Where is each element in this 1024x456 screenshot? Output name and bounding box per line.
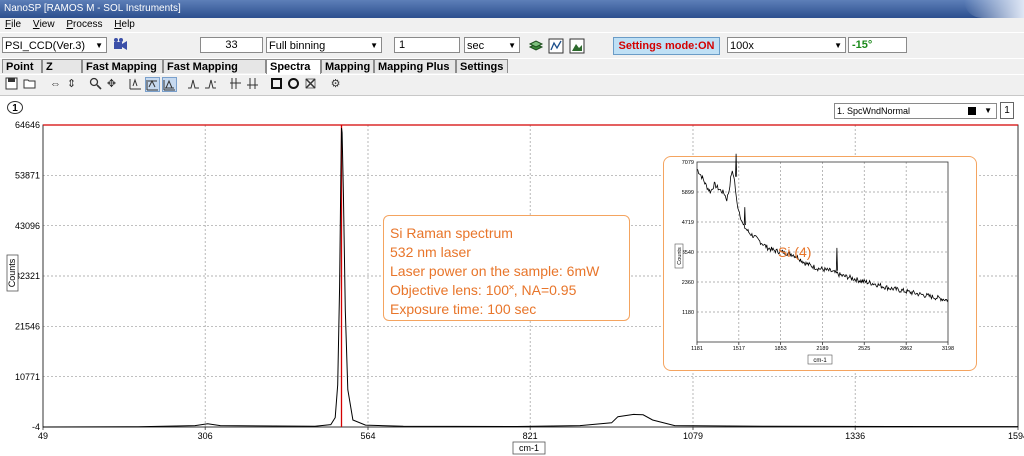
peak-left-icon[interactable]	[186, 77, 201, 92]
image-icon[interactable]	[569, 38, 585, 54]
annotation-line: Objective lens: 100˟, NA=0.95	[390, 282, 577, 298]
spectrum-window-value: 1. SpcWndNormal	[837, 106, 911, 116]
annotation-line: 532 nm laser	[390, 244, 471, 260]
menu-bar: File View Process Help	[0, 18, 1024, 32]
tab-fast-mapping[interactable]: Fast Mapping	[82, 59, 163, 73]
fit-vertical-icon[interactable]: ⇕	[66, 78, 77, 90]
window-number-badge: 1	[7, 101, 23, 114]
spectrum-window-select[interactable]: 1. SpcWndNormal ▼	[834, 103, 997, 119]
binning-select[interactable]: Full binning ▼	[266, 37, 382, 53]
peak-right-icon[interactable]	[203, 77, 218, 92]
layers-icon[interactable]	[528, 38, 544, 54]
fit-horizontal-icon[interactable]: ⇔	[50, 78, 61, 90]
angle-field[interactable]: -15°	[848, 37, 907, 53]
chevron-down-icon: ▼	[370, 41, 378, 50]
objective-select[interactable]: 100x ▼	[727, 37, 846, 53]
annotation-line: Laser power on the sample: 6mW	[390, 263, 600, 279]
chevron-down-icon: ▼	[834, 41, 842, 50]
tab-settings[interactable]: Settings	[456, 59, 508, 73]
title-bar-decoration	[964, 0, 1024, 18]
tab-mapping-plus[interactable]: Mapping Plus	[374, 59, 456, 73]
inset-box	[663, 156, 977, 371]
menu-file[interactable]: File	[5, 19, 22, 30]
accumulation-count-field[interactable]: 33	[200, 37, 263, 53]
tab-fast-mapping-plus[interactable]: Fast Mapping Plus	[163, 59, 266, 87]
save-icon[interactable]	[4, 77, 19, 92]
spectra-toolbar: ⇔ ⇕ ✥ ⚙	[0, 75, 1024, 96]
marker-range-icon[interactable]	[245, 77, 260, 92]
pan-icon[interactable]: ✥	[106, 78, 117, 90]
tab-z[interactable]: Z	[42, 59, 82, 73]
settings-mode-button[interactable]: Settings mode:ON	[613, 37, 720, 55]
menu-help[interactable]: Help	[114, 19, 135, 30]
chevron-down-icon: ▼	[508, 41, 516, 50]
square-icon[interactable]	[269, 77, 284, 92]
annotation-box: Si Raman spectrum 532 nm laser Laser pow…	[383, 215, 630, 321]
exposure-unit-value: sec	[467, 40, 485, 52]
chevron-down-icon: ▼	[95, 41, 103, 50]
zoom-icon[interactable]	[88, 77, 103, 92]
exposure-unit-select[interactable]: sec ▼	[464, 37, 520, 53]
color-swatch	[968, 107, 976, 115]
scale-x-icon[interactable]	[128, 77, 143, 92]
chevron-down-icon: ▼	[984, 106, 992, 115]
tab-point[interactable]: Point	[2, 59, 42, 73]
device-select-value: PSI_CCD(Ver.3)	[5, 40, 86, 52]
scale-xy-icon[interactable]	[162, 77, 177, 92]
open-folder-icon[interactable]	[22, 77, 37, 92]
title-bar: NanoSP [RAMOS M - SOL Instruments]	[0, 0, 1024, 18]
binning-select-value: Full binning	[269, 40, 326, 52]
menu-view[interactable]: View	[32, 19, 55, 30]
window-title: NanoSP [RAMOS M - SOL Instruments]	[4, 3, 181, 14]
tab-mapping[interactable]: Mapping	[321, 59, 374, 73]
chart-icon[interactable]	[548, 38, 564, 54]
menu-process[interactable]: Process	[66, 19, 103, 30]
circle-icon[interactable]	[286, 77, 301, 92]
marker-icon[interactable]	[228, 77, 243, 92]
annotation-line: Exposure time: 100 sec	[390, 301, 537, 317]
annotation-line: Si Raman spectrum	[390, 225, 513, 241]
tab-spectra[interactable]: Spectra	[266, 59, 321, 74]
objective-select-value: 100x	[730, 40, 754, 52]
cross-icon[interactable]	[303, 77, 318, 92]
exposure-value-field[interactable]: 1	[394, 37, 460, 53]
camera-icon[interactable]	[112, 37, 128, 53]
scale-y-icon[interactable]	[145, 77, 160, 92]
window-count: 1	[1000, 102, 1014, 119]
device-select[interactable]: PSI_CCD(Ver.3) ▼	[2, 37, 107, 53]
gear-icon[interactable]: ⚙	[330, 78, 341, 90]
